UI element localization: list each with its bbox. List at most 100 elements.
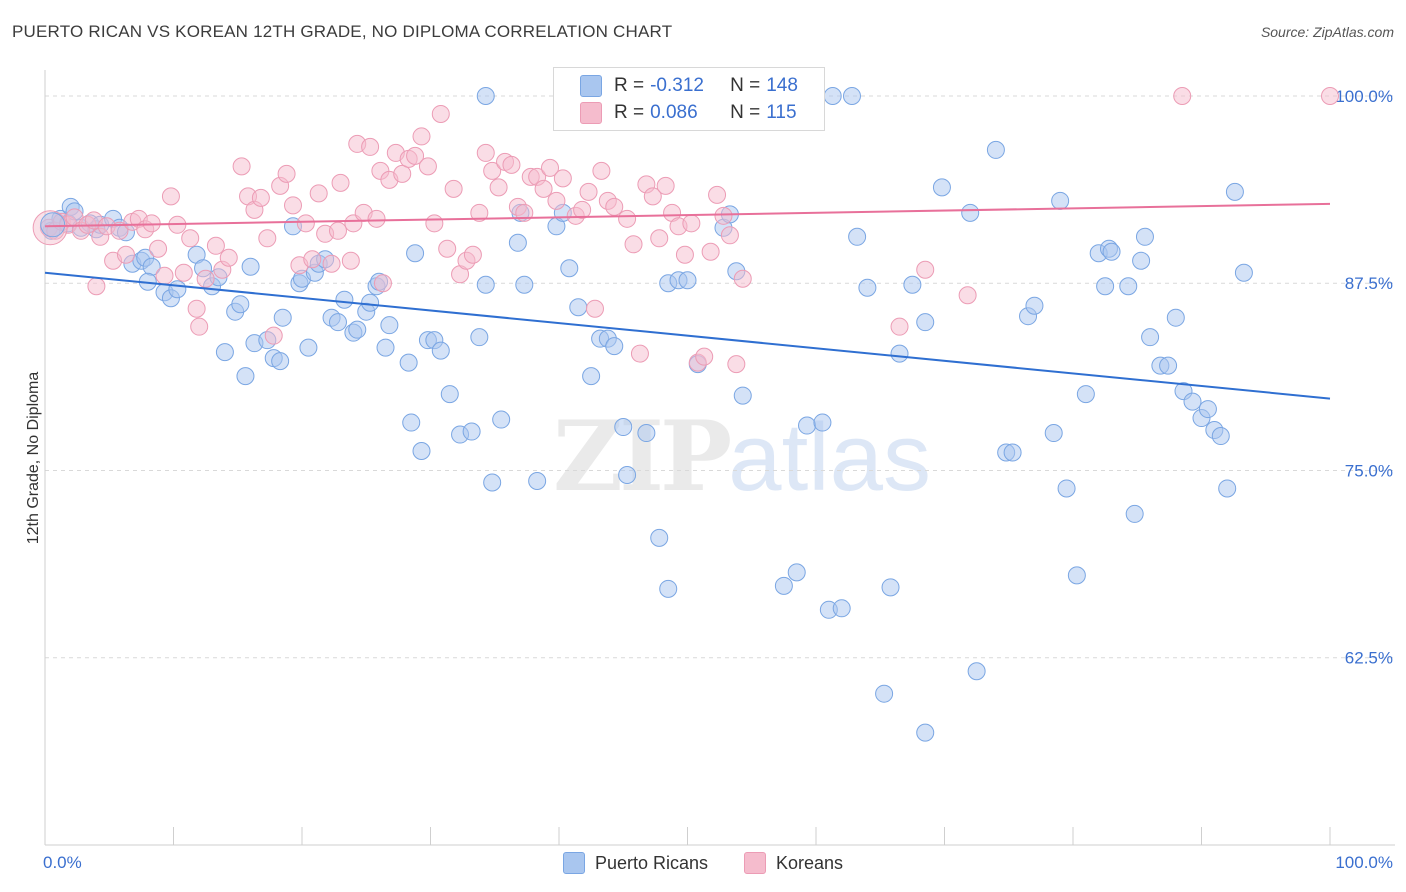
point-koreans — [116, 245, 135, 264]
legend-r-value: 0.086 — [650, 102, 698, 123]
series-legend: Puerto Ricans Koreans — [0, 852, 1406, 874]
legend-r-value: -0.312 — [650, 75, 704, 96]
point-puerto-ricans — [967, 662, 986, 681]
point-koreans — [393, 164, 412, 183]
point-koreans — [656, 176, 675, 195]
point-puerto-ricans — [798, 416, 817, 435]
point-puerto-ricans — [903, 275, 922, 294]
y-axis-label: 12th Grade, No Diploma — [25, 372, 42, 545]
legend-swatch-pink — [580, 102, 602, 124]
point-koreans — [418, 157, 437, 176]
point-koreans — [161, 187, 180, 206]
point-koreans — [682, 214, 701, 233]
point-puerto-ricans — [273, 308, 292, 327]
point-puerto-ricans — [236, 367, 255, 386]
point-koreans — [149, 239, 168, 258]
point-puerto-ricans — [348, 320, 367, 339]
point-koreans — [87, 277, 106, 296]
point-puerto-ricans — [406, 244, 425, 263]
point-koreans — [618, 209, 637, 228]
point-koreans — [284, 196, 303, 215]
point-koreans — [196, 269, 215, 288]
point-koreans — [916, 260, 935, 279]
legend-swatch-blue — [580, 75, 602, 97]
point-koreans — [592, 161, 611, 180]
point-puerto-ricans — [399, 353, 418, 372]
point-puerto-ricans — [650, 528, 669, 547]
point-koreans — [476, 143, 495, 162]
point-puerto-ricans — [476, 275, 495, 294]
x-tick-label-min: 0.0% — [43, 853, 82, 872]
y-tick-label: 75.0% — [1345, 461, 1393, 480]
point-koreans — [701, 242, 720, 261]
point-puerto-ricans — [1234, 263, 1253, 282]
point-koreans — [958, 286, 977, 305]
point-koreans — [341, 251, 360, 270]
legend-r-label: R = — [614, 102, 645, 123]
point-puerto-ricans — [582, 367, 601, 386]
legend-item-puerto-ricans[interactable]: Puerto Ricans — [562, 852, 708, 874]
point-koreans — [155, 266, 174, 285]
point-puerto-ricans — [1125, 504, 1144, 523]
point-puerto-ricans — [271, 352, 290, 371]
point-puerto-ricans — [402, 413, 421, 432]
point-puerto-ricans — [569, 298, 588, 317]
point-koreans — [296, 214, 315, 233]
watermark: ZIPatlas — [553, 400, 931, 513]
point-koreans — [444, 179, 463, 198]
point-koreans — [624, 235, 643, 254]
point-puerto-ricans — [787, 563, 806, 582]
source-label: Source: ZipAtlas.com — [1260, 24, 1394, 40]
point-koreans — [650, 229, 669, 248]
point-koreans — [890, 317, 909, 336]
point-puerto-ricans — [614, 418, 633, 437]
point-koreans — [720, 226, 739, 245]
legend-swatch-pink — [744, 852, 766, 874]
point-koreans — [585, 299, 604, 318]
point-puerto-ricans — [215, 343, 234, 362]
point-puerto-ricans — [875, 684, 894, 703]
point-koreans — [541, 158, 560, 177]
point-puerto-ricans — [618, 465, 637, 484]
point-puerto-ricans — [376, 338, 395, 357]
point-puerto-ricans — [858, 278, 877, 297]
point-puerto-ricans — [832, 599, 851, 618]
point-puerto-ricans — [231, 295, 250, 314]
point-koreans — [232, 157, 251, 176]
point-puerto-ricans — [842, 86, 861, 105]
point-puerto-ricans — [637, 424, 656, 443]
point-puerto-ricans — [1159, 356, 1178, 375]
y-tick-label: 87.5% — [1345, 274, 1393, 293]
point-puerto-ricans — [986, 140, 1005, 159]
point-puerto-ricans — [328, 313, 347, 332]
point-puerto-ricans — [412, 442, 431, 461]
point-koreans — [483, 161, 502, 180]
point-koreans — [258, 229, 277, 248]
point-puerto-ricans — [961, 203, 980, 222]
legend-r-label: R = — [614, 75, 645, 96]
point-puerto-ricans — [1057, 479, 1076, 498]
point-koreans — [251, 188, 270, 207]
point-koreans — [1321, 86, 1339, 105]
point-puerto-ricans — [299, 338, 318, 357]
point-puerto-ricans — [848, 227, 867, 246]
point-koreans — [630, 344, 649, 363]
point-puerto-ricans — [916, 313, 935, 332]
point-puerto-ricans — [1183, 392, 1202, 411]
legend-item-koreans[interactable]: Koreans — [744, 852, 843, 874]
point-koreans — [174, 263, 193, 282]
point-puerto-ricans — [241, 257, 260, 276]
point-puerto-ricans — [1141, 328, 1160, 347]
legend-row-koreans: R = 0.086 N = 115 — [580, 100, 797, 126]
point-puerto-ricans — [890, 344, 909, 363]
legend-swatch-blue — [562, 852, 585, 874]
point-puerto-ricans — [440, 385, 459, 404]
point-koreans — [412, 127, 431, 146]
point-koreans — [187, 299, 206, 318]
point-koreans — [534, 179, 553, 198]
point-koreans — [547, 191, 566, 210]
point-koreans — [431, 104, 450, 123]
point-koreans — [361, 137, 380, 156]
point-koreans — [605, 197, 624, 216]
point-koreans — [733, 269, 752, 288]
